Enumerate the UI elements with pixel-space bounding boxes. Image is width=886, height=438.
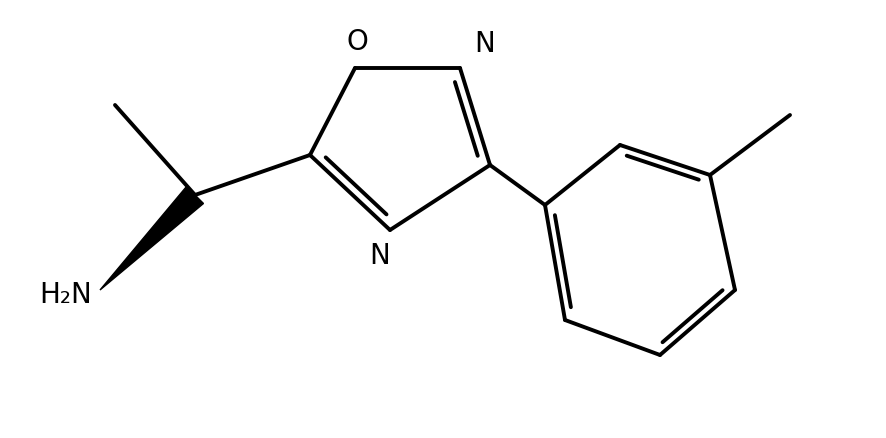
- Text: N: N: [474, 30, 494, 58]
- Text: N: N: [369, 242, 391, 270]
- Polygon shape: [100, 187, 204, 290]
- Text: H₂N: H₂N: [39, 281, 92, 309]
- Text: O: O: [346, 28, 368, 56]
